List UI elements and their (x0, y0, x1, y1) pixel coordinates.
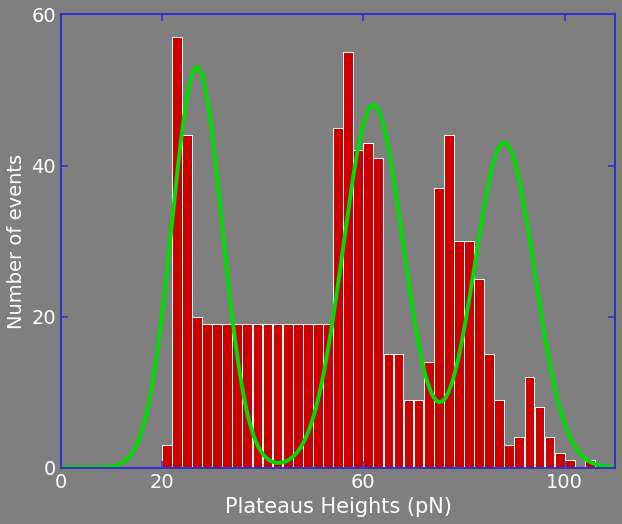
Bar (384, 354, 393, 467)
Bar (162, 445, 172, 467)
Bar (545, 438, 554, 467)
Bar (313, 324, 323, 467)
Bar (182, 135, 192, 467)
Bar (474, 279, 484, 467)
Bar (434, 188, 443, 467)
Bar (172, 37, 182, 467)
Bar (343, 52, 353, 467)
Bar (373, 158, 383, 467)
Bar (262, 324, 272, 467)
Bar (363, 143, 373, 467)
Bar (414, 400, 424, 467)
Bar (464, 241, 474, 467)
Bar (192, 316, 202, 467)
Bar (233, 324, 242, 467)
Bar (424, 362, 434, 467)
Bar (333, 128, 343, 467)
Bar (555, 453, 565, 467)
Bar (585, 460, 595, 467)
Bar (272, 324, 282, 467)
Bar (253, 324, 262, 467)
Bar (303, 324, 313, 467)
Bar (504, 445, 514, 467)
Bar (323, 324, 333, 467)
Bar (514, 438, 524, 467)
Bar (283, 324, 292, 467)
Bar (444, 135, 453, 467)
Bar (524, 377, 534, 467)
X-axis label: Plateaus Heights (pN): Plateaus Heights (pN) (225, 497, 452, 517)
Bar (404, 400, 414, 467)
Bar (353, 150, 363, 467)
Bar (535, 407, 544, 467)
Bar (565, 460, 575, 467)
Y-axis label: Number of events: Number of events (7, 154, 26, 329)
Bar (485, 354, 494, 467)
Bar (454, 241, 464, 467)
Bar (202, 324, 212, 467)
Bar (243, 324, 253, 467)
Bar (494, 400, 504, 467)
Bar (212, 324, 222, 467)
Bar (293, 324, 303, 467)
Bar (394, 354, 403, 467)
Bar (222, 324, 232, 467)
